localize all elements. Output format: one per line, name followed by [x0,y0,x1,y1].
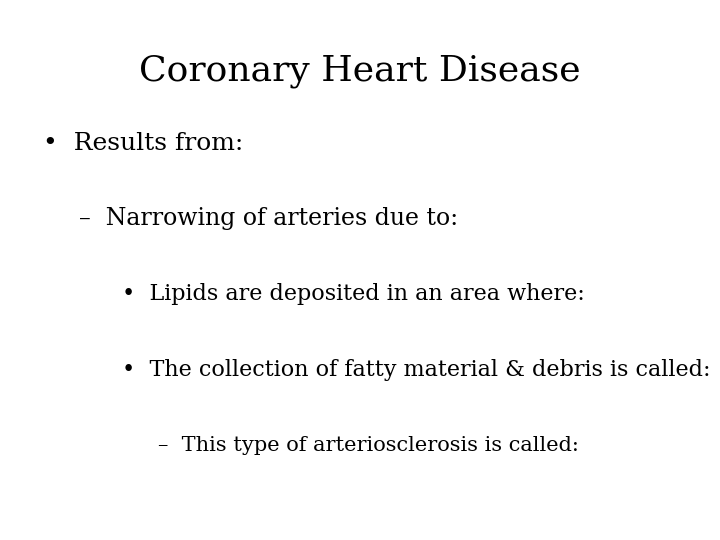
Text: –  Narrowing of arteries due to:: – Narrowing of arteries due to: [79,207,459,230]
Text: Coronary Heart Disease: Coronary Heart Disease [139,54,581,88]
Text: •  Lipids are deposited in an area where:: • Lipids are deposited in an area where: [122,284,585,305]
Text: •  The collection of fatty material & debris is called:: • The collection of fatty material & deb… [122,359,711,381]
Text: •  Results from:: • Results from: [43,132,243,154]
Text: –  This type of arteriosclerosis is called:: – This type of arteriosclerosis is calle… [158,436,580,455]
